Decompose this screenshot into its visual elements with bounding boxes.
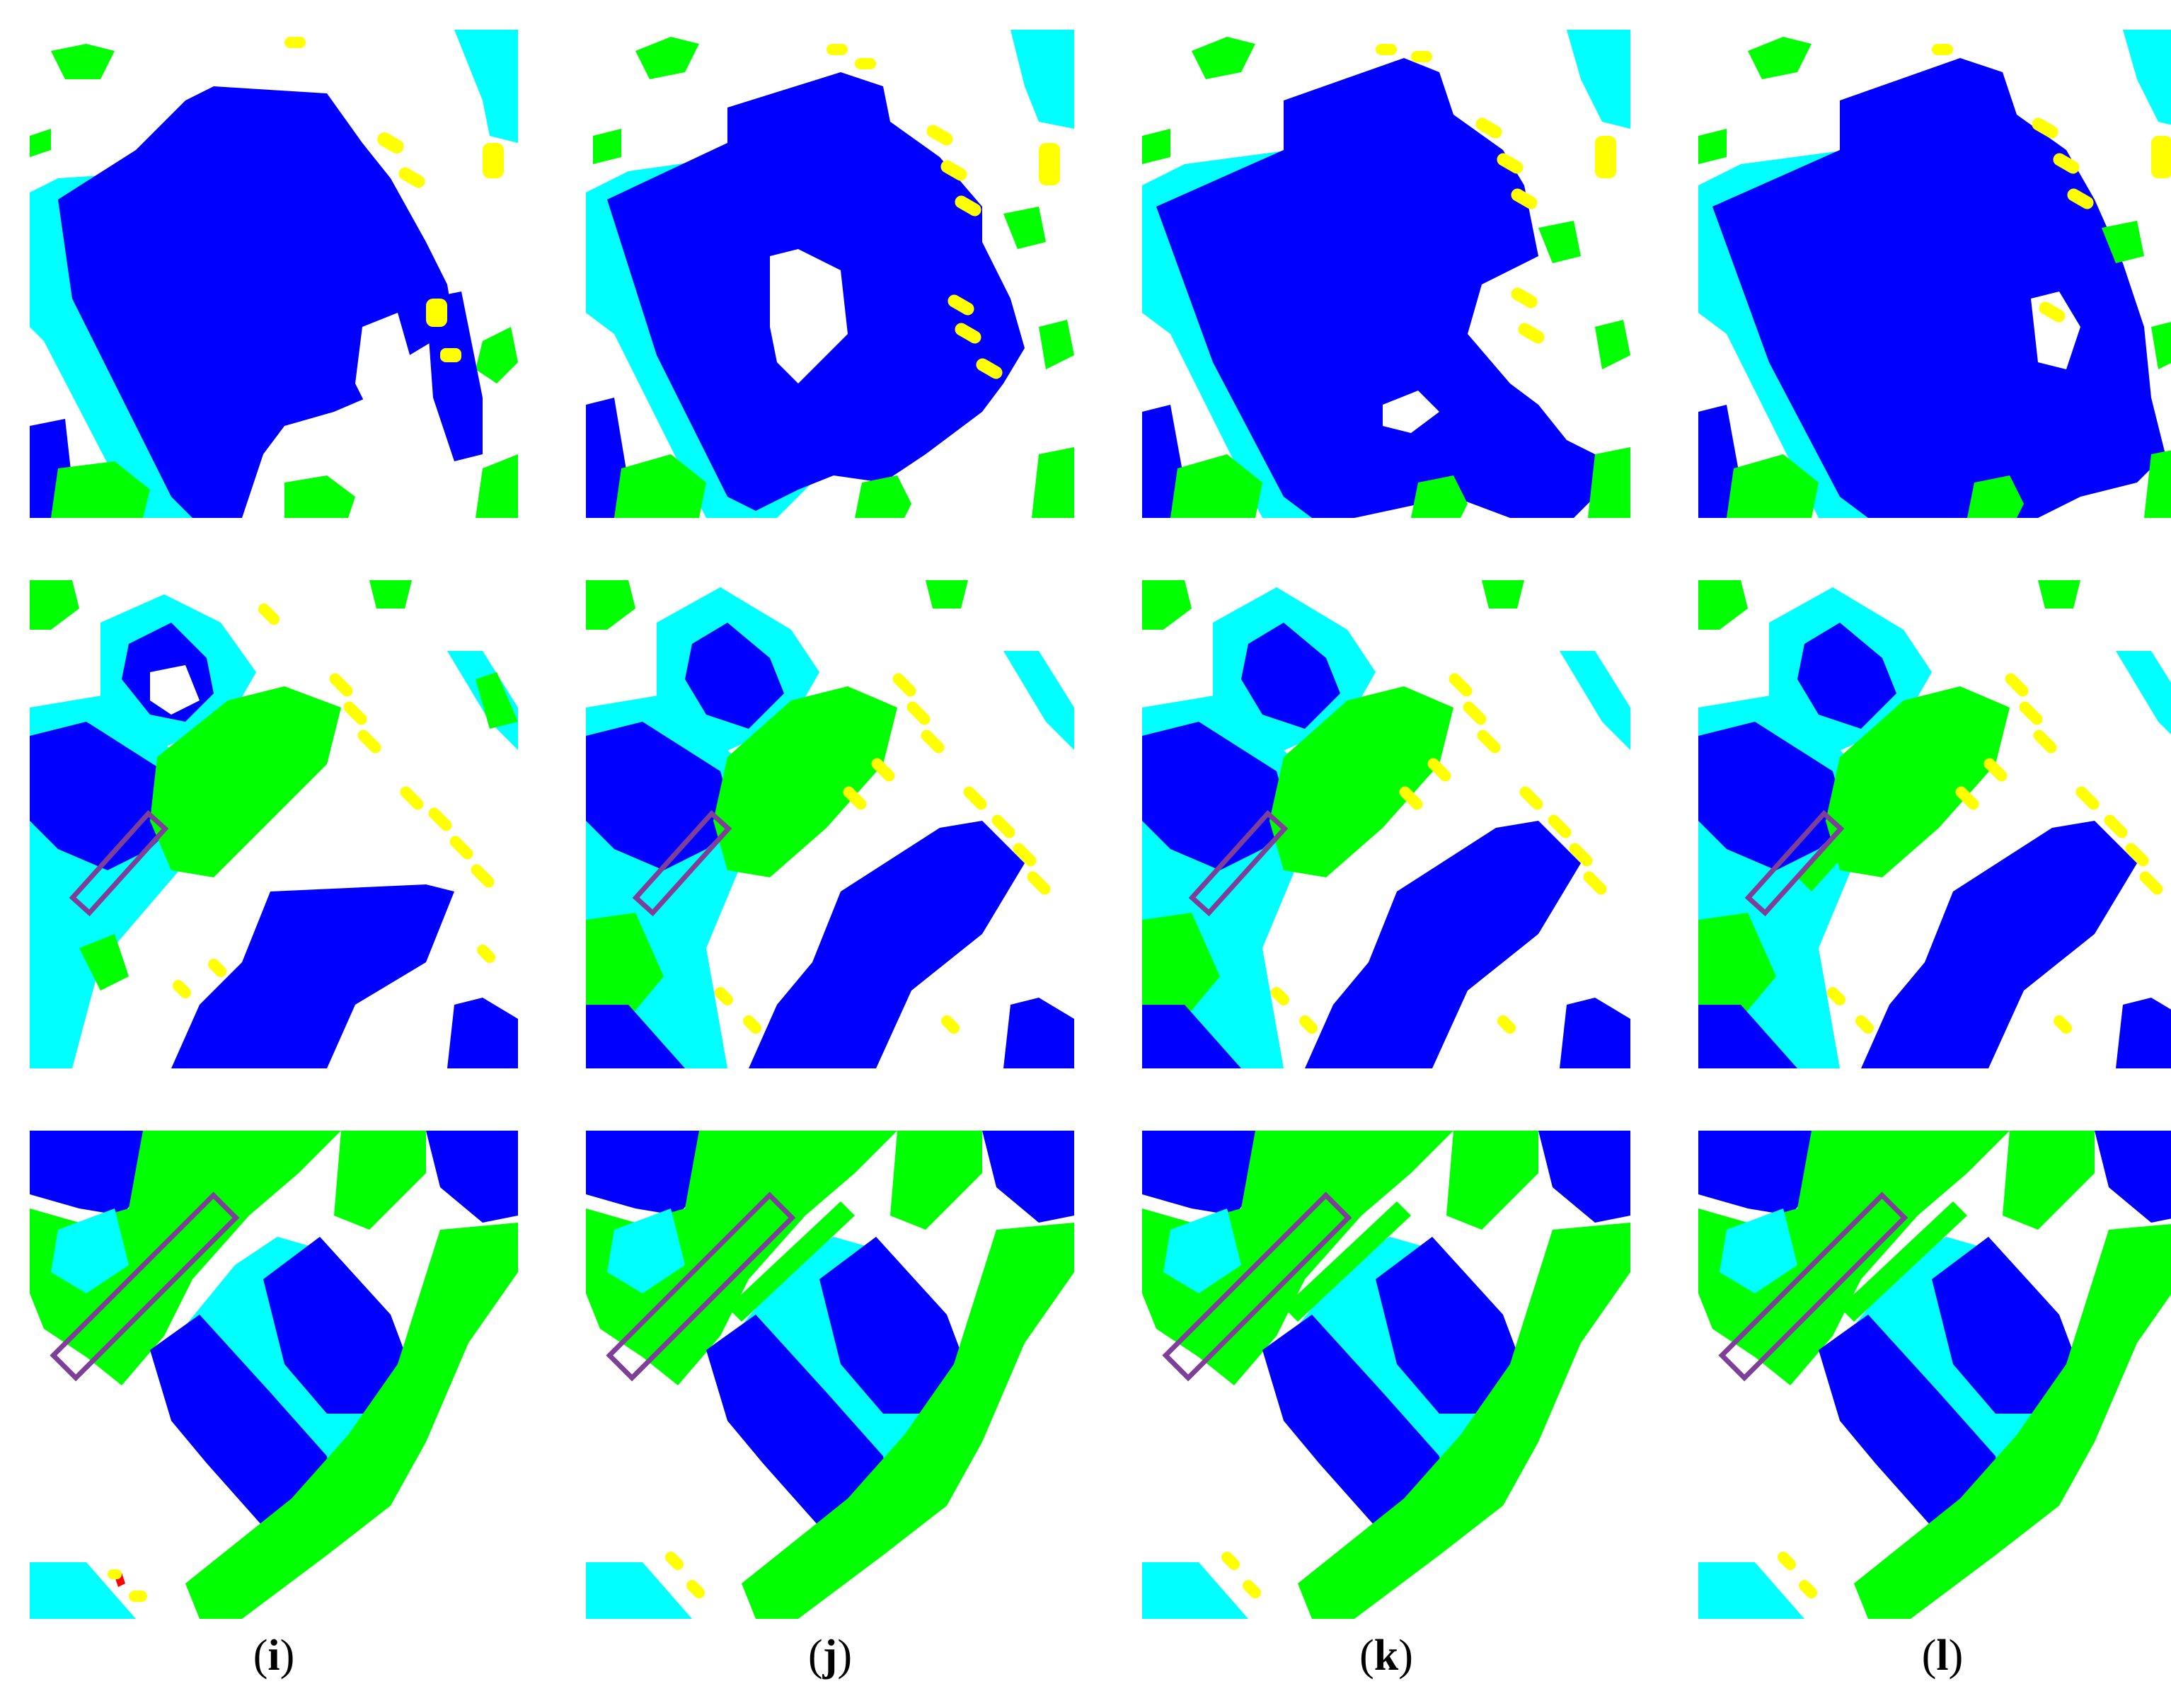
tile-row1-col-l [1698,30,2171,518]
tile-row2-col-k [1142,580,1630,1068]
segmentation-map [1698,580,2171,1068]
caption-label: l [1936,1632,1949,1680]
segmentation-map [1698,30,2171,518]
segmentation-map [30,1131,518,1619]
tile-row2-col-j [586,580,1074,1068]
tile-row3-col-j [586,1131,1074,1619]
tile-row3-col-k [1142,1131,1630,1619]
tile-row1-col-k [1142,30,1630,518]
caption-k: (k) [1359,1632,1413,1680]
segmentation-map [30,580,518,1068]
segmentation-map [1142,1131,1630,1619]
segmentation-map [1142,30,1630,518]
tile-row3-col-i [30,1131,518,1619]
caption-l: (l) [1921,1632,1964,1680]
segmentation-map [1698,1131,2171,1619]
tile-row3-col-l [1698,1131,2171,1619]
caption-label: i [267,1632,280,1680]
caption-i: (i) [253,1632,295,1680]
caption-label: j [822,1632,838,1680]
caption-label: k [1374,1632,1399,1680]
segmentation-map [586,580,1074,1068]
caption-j: (j) [808,1632,852,1680]
segmentation-map [1142,580,1630,1068]
tile-row1-col-j [586,30,1074,518]
tile-row2-col-i [30,580,518,1068]
segmentation-map [586,1131,1074,1619]
segmentation-map [30,30,518,518]
tile-row1-col-i [30,30,518,518]
segmentation-map [586,30,1074,518]
tile-row2-col-l [1698,580,2171,1068]
